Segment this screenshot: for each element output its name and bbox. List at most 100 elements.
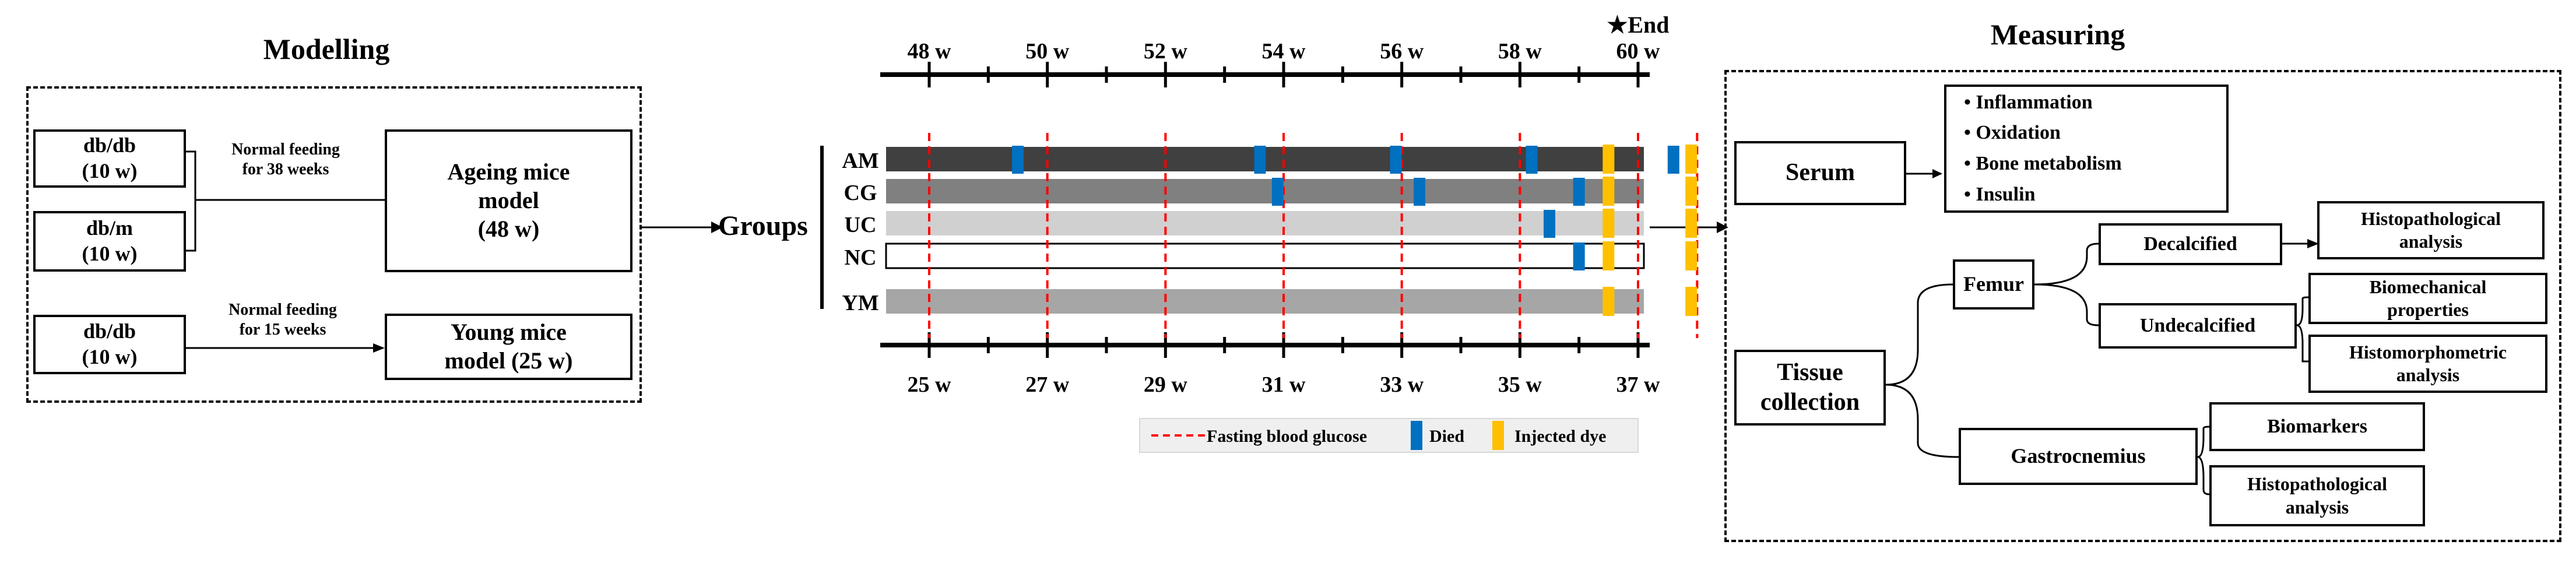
bar-uc <box>886 211 1644 235</box>
histopath-analysis-2-box: Histopathological analysis <box>2209 465 2425 526</box>
top-week-label: 52 w <box>1144 39 1188 64</box>
dbdb-top-box: db/db (10 w) <box>33 129 186 188</box>
bracket-top <box>185 150 196 252</box>
arrow-young <box>373 343 385 353</box>
died-mark <box>1526 146 1538 174</box>
legend-dye-swatch <box>1492 421 1504 450</box>
histo2-line1: Histopathological <box>2247 473 2387 495</box>
top-week-label: 48 w <box>908 39 952 64</box>
measuring-title: Measuring <box>1990 18 2125 51</box>
feed-38-label: Normal feeding for 38 weeks <box>210 140 361 179</box>
group-label-am: AM <box>842 149 878 173</box>
histomorph-line2: analysis <box>2396 364 2460 385</box>
bar-nc <box>885 242 1645 269</box>
group-label-ym: YM <box>842 291 878 315</box>
histomorph-line1: Histomorphometric <box>2349 341 2507 363</box>
dye-mark <box>1685 287 1698 316</box>
dye-mark <box>1602 287 1615 316</box>
bottom-week-label: 25 w <box>908 372 952 397</box>
died-mark <box>1254 146 1266 174</box>
dye-mark <box>1602 145 1615 174</box>
end-label: ★End <box>1607 12 1669 38</box>
serum-item-inflammation: • Inflammation <box>1964 91 2093 113</box>
legend-died-swatch <box>1411 421 1422 450</box>
measuring-panel <box>1724 70 2561 542</box>
dye-mark <box>1602 209 1615 238</box>
groups-label: Groups <box>718 210 808 241</box>
arrow-decalcified <box>2307 239 2319 248</box>
dbdb-top-line2: (10 w) <box>82 159 138 182</box>
feed-38-line2: for 38 weeks <box>242 160 329 178</box>
feed-38-line1: Normal feeding <box>231 140 340 159</box>
histo2-line2: analysis <box>2285 496 2349 518</box>
legend-died-label: Died <box>1429 427 1464 446</box>
group-label-nc: NC <box>845 245 877 270</box>
died-mark <box>1573 178 1585 206</box>
top-week-label: 50 w <box>1025 39 1070 64</box>
biomech-line1: Biomechanical <box>2369 276 2487 297</box>
dbdb-bottom-box: db/db (10 w) <box>33 315 186 374</box>
dbdb-bottom-line2: (10 w) <box>82 345 138 368</box>
biomech-box: Biomechanical properties <box>2308 273 2547 324</box>
modelling-panel <box>26 86 642 403</box>
died-mark <box>1271 178 1284 206</box>
biomarkers-box: Biomarkers <box>2209 402 2425 451</box>
biomech-line2: properties <box>2387 299 2469 320</box>
top-week-label: 56 w <box>1380 39 1424 64</box>
bottom-week-label: 33 w <box>1380 372 1424 397</box>
died-mark <box>1414 178 1426 206</box>
histo1-line2: analysis <box>2399 231 2463 252</box>
dye-mark <box>1685 177 1698 206</box>
femur-box: Femur <box>1953 259 2034 310</box>
dbm-box: db/m (10 w) <box>33 211 186 272</box>
bottom-week-label: 27 w <box>1025 372 1070 397</box>
bottom-week-label: 35 w <box>1498 372 1542 397</box>
top-week-label: 58 w <box>1498 39 1542 64</box>
dbdb-bottom-line1: db/db <box>83 319 136 343</box>
bottom-week-label: 29 w <box>1144 372 1188 397</box>
ageing-line1: Ageing mice <box>447 159 570 185</box>
serum-items-box: • Inflammation • Oxidation • Bone metabo… <box>1944 85 2229 213</box>
arrow-serum <box>1932 169 1942 178</box>
died-mark <box>1012 146 1024 174</box>
decalcified-box: Decalcified <box>2099 223 2282 265</box>
serum-item-bone-metabolism: • Bone metabolism <box>1964 153 2122 174</box>
bar-ym <box>886 289 1644 314</box>
ageing-model-box: Ageing mice model (48 w) <box>385 129 632 272</box>
serum-item-oxidation: • Oxidation <box>1964 122 2061 144</box>
arrow-measuring <box>1717 222 1728 233</box>
group-label-cg: CG <box>844 181 877 205</box>
histopath-analysis-1-box: Histopathological analysis <box>2317 201 2545 259</box>
young-model-box: Young mice model (25 w) <box>385 314 632 380</box>
feed-15-line2: for 15 weeks <box>239 320 326 339</box>
tissue-collection-box: Tissue collection <box>1734 350 1886 426</box>
arrow-groups <box>711 222 723 233</box>
serum-item-insulin: • Insulin <box>1964 183 2036 205</box>
tissue-line1: Tissue <box>1777 358 1843 386</box>
feed-15-line1: Normal feeding <box>229 301 337 319</box>
legend-box <box>1139 418 1639 453</box>
dbdb-top-line1: db/db <box>83 133 136 157</box>
dye-mark <box>1602 241 1615 270</box>
dye-mark <box>1685 241 1698 270</box>
died-mark <box>1390 146 1402 174</box>
dye-mark <box>1685 209 1698 238</box>
top-week-label: 60 w <box>1616 39 1661 64</box>
dbm-line2: (10 w) <box>82 242 138 265</box>
died-mark <box>1544 210 1555 238</box>
histomorph-box: Histomorphometric analysis <box>2308 335 2547 393</box>
histo1-line1: Histopathological <box>2360 208 2501 229</box>
young-line2: model (25 w) <box>444 347 573 374</box>
dye-mark <box>1602 177 1615 206</box>
dye-mark <box>1685 145 1698 174</box>
tissue-line2: collection <box>1760 389 1860 416</box>
serum-box: Serum <box>1734 141 1906 205</box>
legend-injected-label: Injected dye <box>1514 427 1606 446</box>
bottom-week-label: 31 w <box>1262 372 1306 397</box>
died-mark <box>1573 242 1585 270</box>
bar-cg <box>886 179 1644 203</box>
died-mark <box>1667 146 1679 174</box>
feed-15-label: Normal feeding for 15 weeks <box>201 300 364 339</box>
